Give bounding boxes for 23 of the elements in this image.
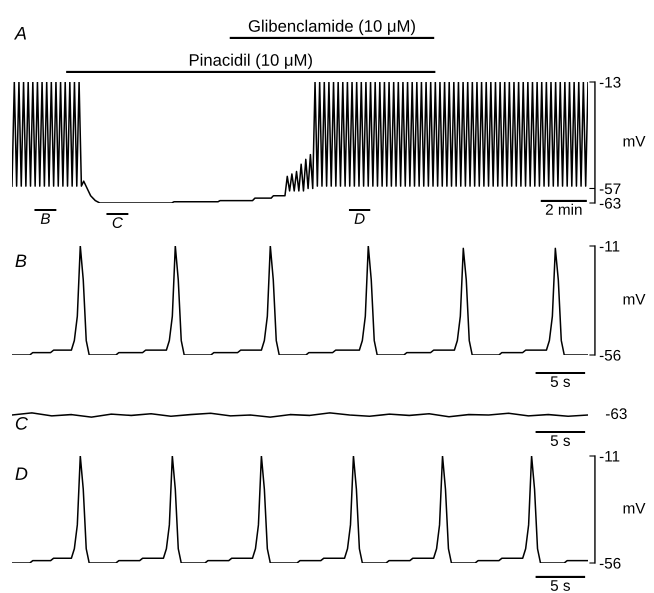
text: 5 s bbox=[550, 580, 570, 591]
text: B bbox=[40, 213, 50, 224]
text: 5 s bbox=[550, 435, 570, 446]
y-tick-label: -11 bbox=[600, 241, 620, 252]
y-tick-label: -11 bbox=[600, 451, 620, 462]
y-axis-title: mV bbox=[624, 294, 646, 304]
y-axis-title: mV bbox=[624, 136, 646, 146]
chart-title: C bbox=[16, 416, 28, 430]
chart-title: A bbox=[14, 27, 26, 40]
y-tick-label: -13 bbox=[600, 76, 621, 88]
text: D bbox=[354, 213, 365, 224]
y-tick-label: -56 bbox=[600, 558, 621, 569]
text: Glibenclamide (10 μM) bbox=[248, 20, 415, 36]
y-axis-title: mV bbox=[624, 502, 646, 514]
text: Pinacidil (10 μM) bbox=[190, 54, 312, 70]
y-tick-label: -63 bbox=[600, 198, 621, 209]
y-tick-label: -56 bbox=[600, 350, 621, 361]
text: C bbox=[112, 217, 124, 228]
text: 2 min bbox=[546, 204, 582, 215]
chart-title: B bbox=[15, 254, 26, 268]
text: 5 s bbox=[550, 376, 570, 387]
y-tick-label: -57 bbox=[600, 184, 620, 194]
chart-title: D bbox=[15, 468, 28, 480]
